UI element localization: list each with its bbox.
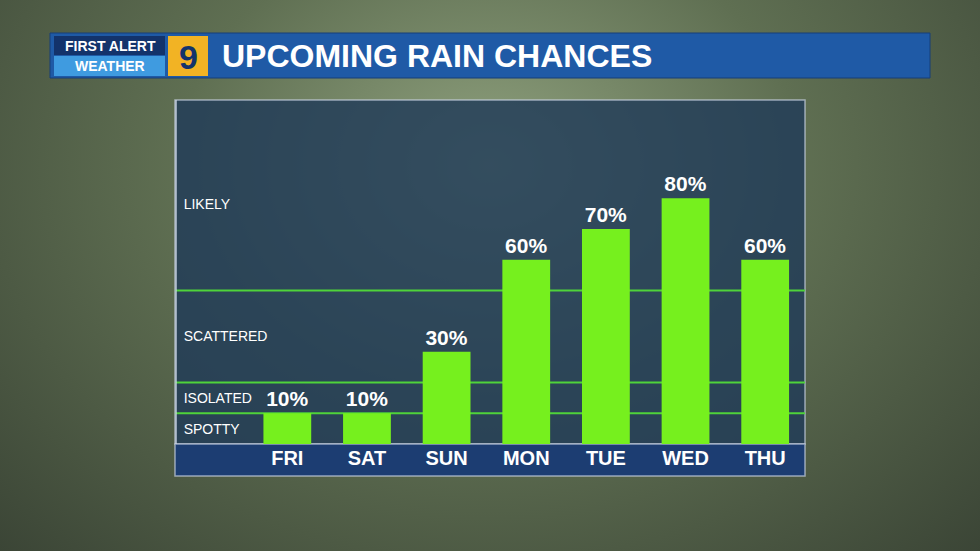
svg-text:ISOLATED: ISOLATED: [184, 390, 252, 406]
svg-text:LIKELY: LIKELY: [184, 196, 231, 212]
svg-text:SAT: SAT: [348, 447, 387, 469]
svg-text:30%: 30%: [425, 326, 467, 349]
svg-text:MON: MON: [503, 447, 550, 469]
svg-text:10%: 10%: [266, 387, 308, 410]
svg-text:70%: 70%: [585, 203, 627, 226]
svg-text:UPCOMING RAIN CHANCES: UPCOMING RAIN CHANCES: [222, 38, 652, 74]
svg-text:80%: 80%: [664, 172, 706, 195]
svg-text:SCATTERED: SCATTERED: [184, 328, 268, 344]
svg-text:SPOTTY: SPOTTY: [184, 421, 241, 437]
svg-text:60%: 60%: [505, 234, 547, 257]
svg-text:WED: WED: [662, 447, 709, 469]
svg-text:60%: 60%: [744, 234, 786, 257]
svg-text:THU: THU: [745, 447, 786, 469]
svg-text:TUE: TUE: [586, 447, 626, 469]
svg-text:FRI: FRI: [271, 447, 303, 469]
svg-text:SUN: SUN: [425, 447, 467, 469]
svg-text:10%: 10%: [346, 387, 388, 410]
svg-text:WEATHER: WEATHER: [75, 58, 145, 74]
svg-text:9: 9: [179, 38, 198, 76]
svg-text:FIRST ALERT: FIRST ALERT: [65, 38, 156, 54]
